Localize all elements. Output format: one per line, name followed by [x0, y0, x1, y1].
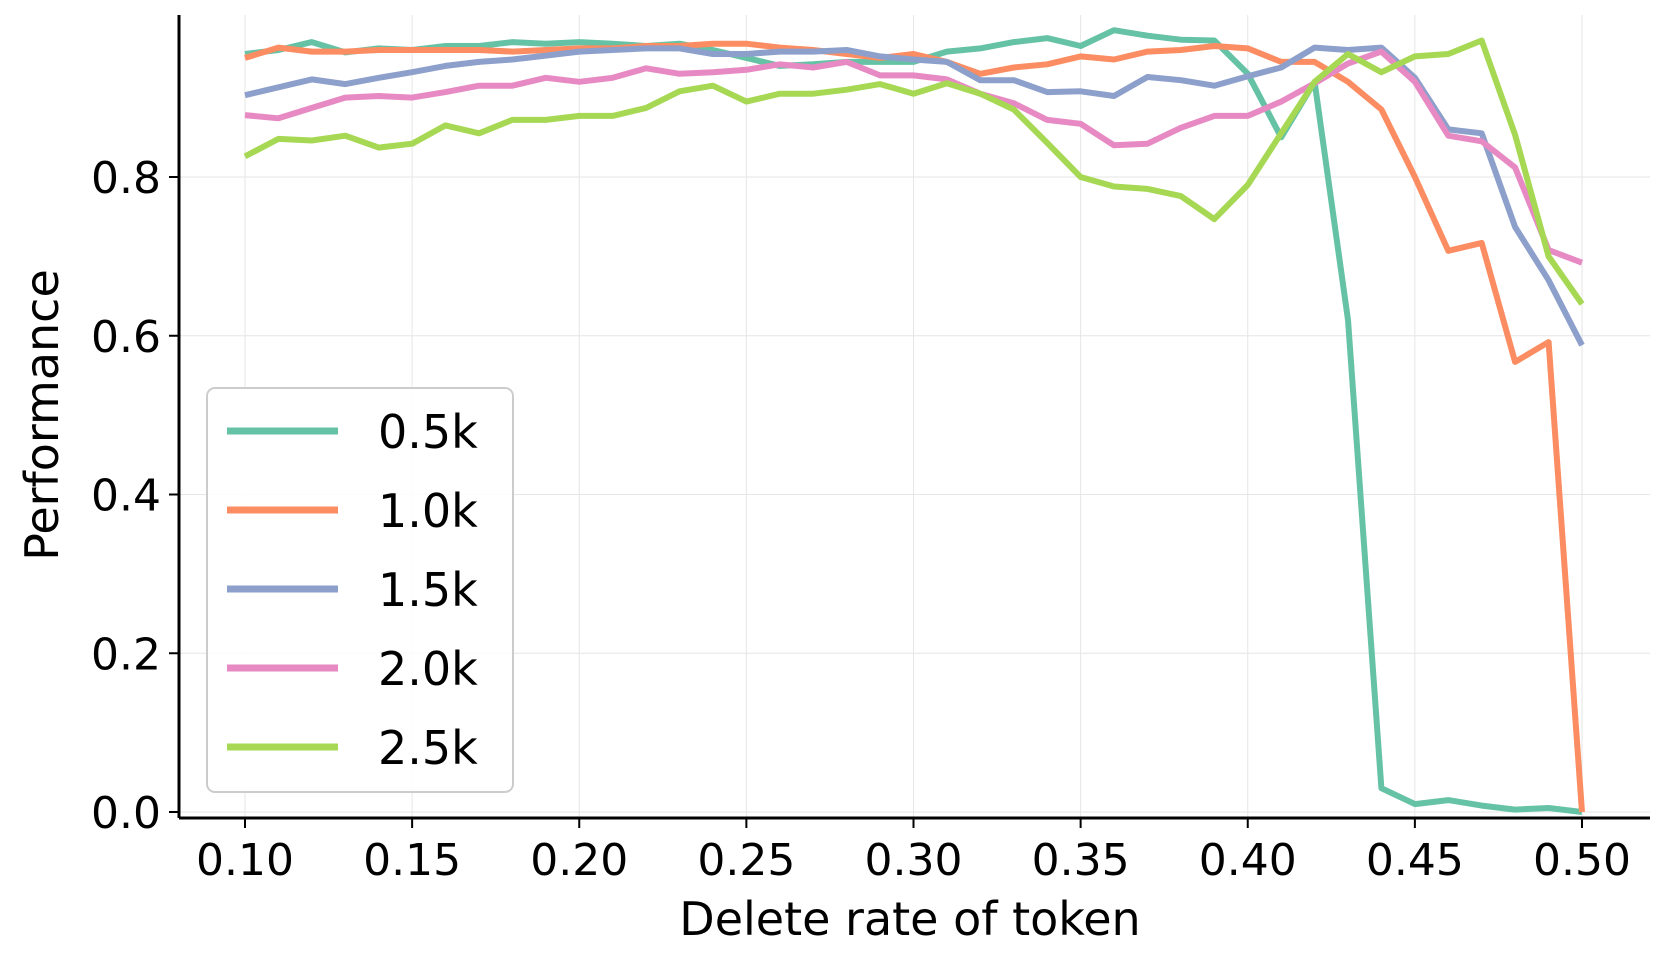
x-tick-label: 0.40 [1199, 835, 1297, 886]
y-tick-label: 0.4 [91, 471, 161, 522]
y-tick-label: 0.6 [91, 312, 161, 363]
y-axis-title: Performance [15, 269, 69, 561]
x-tick-label: 0.30 [865, 835, 963, 886]
legend-box [206, 387, 514, 793]
legend-label-1.5k: 1.5k [378, 563, 478, 617]
x-tick-label: 0.20 [530, 835, 628, 886]
y-tick-label: 0.8 [91, 153, 161, 204]
series-line-1.5k [244, 44, 1585, 347]
x-tick-label: 0.25 [697, 835, 795, 886]
x-tick-label: 0.45 [1366, 835, 1464, 886]
series-line-2.5k [243, 37, 1585, 306]
x-tick-label: 0.35 [1032, 835, 1130, 886]
x-axis-title: Delete rate of token [679, 892, 1140, 946]
legend: 0.5k 1.0k 1.5k 2.0k 2.5k [206, 387, 514, 793]
legend-label-2.0k: 2.0k [378, 642, 478, 696]
x-tick-label: 0.50 [1533, 835, 1631, 886]
x-tick-label: 0.15 [363, 835, 461, 886]
legend-label-2.5k: 2.5k [378, 721, 478, 775]
legend-label-0.5k: 0.5k [378, 405, 478, 459]
series-lines [243, 27, 1585, 815]
legend-label-1.0k: 1.0k [378, 484, 478, 538]
y-axis-ticks: 0.0 0.2 0.4 0.6 0.8 [91, 153, 179, 839]
x-tick-label: 0.10 [196, 835, 294, 886]
x-axis-ticks: 0.10 0.15 0.20 0.25 0.30 0.35 0.40 0.45 0.50 [196, 818, 1631, 886]
series-line-1.0k [244, 40, 1585, 813]
y-tick-label: 0.2 [91, 629, 161, 680]
y-tick-label: 0.0 [91, 788, 161, 839]
